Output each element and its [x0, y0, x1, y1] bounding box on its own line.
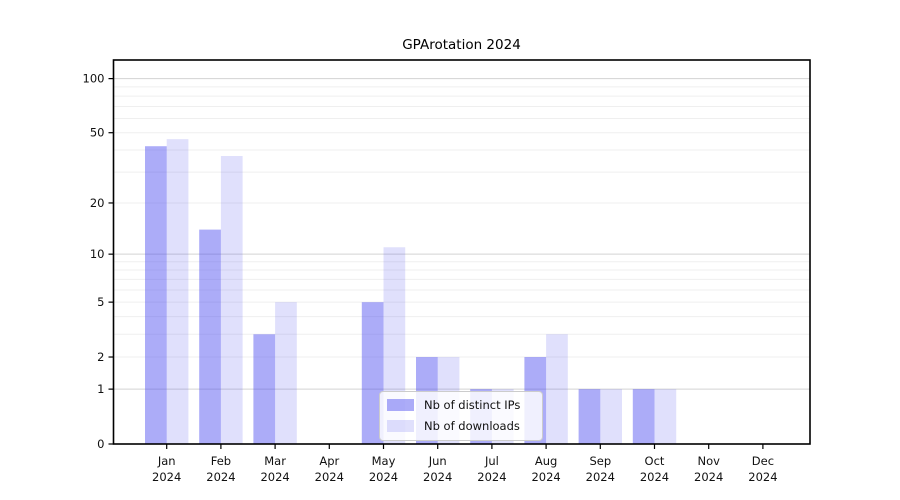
chart-title: GPArotation 2024: [402, 37, 521, 53]
legend-label-distinct-ips: Nb of distinct IPs: [424, 398, 521, 412]
y-tick-label: 20: [90, 196, 105, 210]
bar-downloads-mar: [275, 302, 297, 444]
x-tick-label-year: 2024: [423, 470, 452, 484]
x-tick-label-month: Dec: [752, 454, 774, 468]
bar-downloads-sep: [600, 389, 622, 444]
legend-swatch-distinct-ips: [387, 399, 414, 411]
x-tick-label-month: Sep: [589, 454, 611, 468]
plot-border: [112, 59, 811, 445]
x-tick-label-year: 2024: [152, 470, 181, 484]
y-tick-label: 0: [97, 437, 104, 451]
x-tick-label-year: 2024: [586, 470, 615, 484]
bar-distinct-ips-sep: [578, 389, 601, 444]
x-tick-label-year: 2024: [694, 470, 723, 484]
legend-item-downloads: Nb of downloads: [387, 419, 533, 433]
bar-downloads-oct: [654, 389, 677, 444]
y-tick-label: 1: [97, 382, 104, 396]
y-tick-label: 10: [90, 247, 105, 261]
x-tick-label-month: Nov: [697, 454, 720, 468]
legend-item-distinct-ips: Nb of distinct IPs: [387, 398, 533, 412]
bar-distinct-ips-mar: [253, 334, 276, 444]
bar-distinct-ips-jan: [145, 146, 167, 445]
y-tick-label: 100: [83, 72, 105, 86]
x-tick-label-year: 2024: [477, 470, 506, 484]
x-tick-label-month: Jan: [157, 454, 176, 468]
x-tick-label-month: Feb: [211, 454, 231, 468]
x-tick-label-month: Jul: [484, 454, 499, 468]
x-tick-label-year: 2024: [531, 470, 560, 484]
x-tick-label-year: 2024: [315, 470, 344, 484]
bar-downloads-jan: [166, 139, 189, 444]
bar-distinct-ips-may: [361, 302, 384, 444]
x-tick-label-month: Apr: [319, 454, 339, 468]
bar-distinct-ips-oct: [632, 389, 655, 444]
x-tick-label-month: Aug: [535, 454, 557, 468]
x-tick-label-month: May: [372, 454, 396, 468]
y-tick-label: 50: [90, 126, 105, 140]
x-tick-label-year: 2024: [748, 470, 777, 484]
legend: Nb of distinct IPs Nb of downloads: [379, 391, 543, 441]
legend-swatch-downloads: [387, 420, 414, 432]
x-tick-label-year: 2024: [206, 470, 235, 484]
bar-distinct-ips-feb: [199, 229, 221, 444]
x-tick-label-year: 2024: [640, 470, 669, 484]
bar-downloads-aug: [546, 334, 568, 444]
legend-label-downloads: Nb of downloads: [424, 419, 520, 433]
x-tick-label-month: Mar: [264, 454, 286, 468]
y-tick-label: 2: [97, 350, 104, 364]
x-tick-label-year: 2024: [369, 470, 398, 484]
x-tick-label-month: Oct: [645, 454, 665, 468]
y-tick-label: 5: [97, 295, 104, 309]
bar-downloads-feb: [220, 156, 243, 445]
x-tick-label-month: Jun: [428, 454, 447, 468]
x-tick-label-year: 2024: [260, 470, 289, 484]
